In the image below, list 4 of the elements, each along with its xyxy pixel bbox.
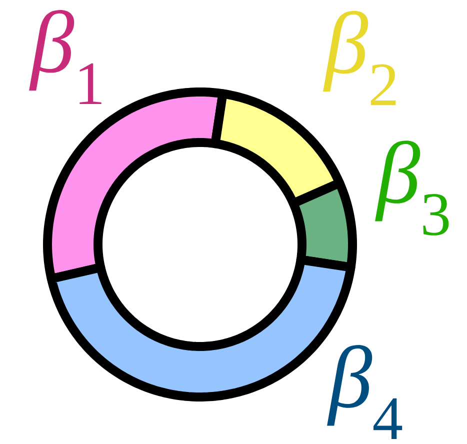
slice-label: β$_{3}$ <box>375 140 449 236</box>
slice-label: β$_{1}$ <box>29 10 102 104</box>
slice-label: β$_{2}$ <box>323 10 396 106</box>
slice-label: β$_{4}$ <box>327 345 402 439</box>
